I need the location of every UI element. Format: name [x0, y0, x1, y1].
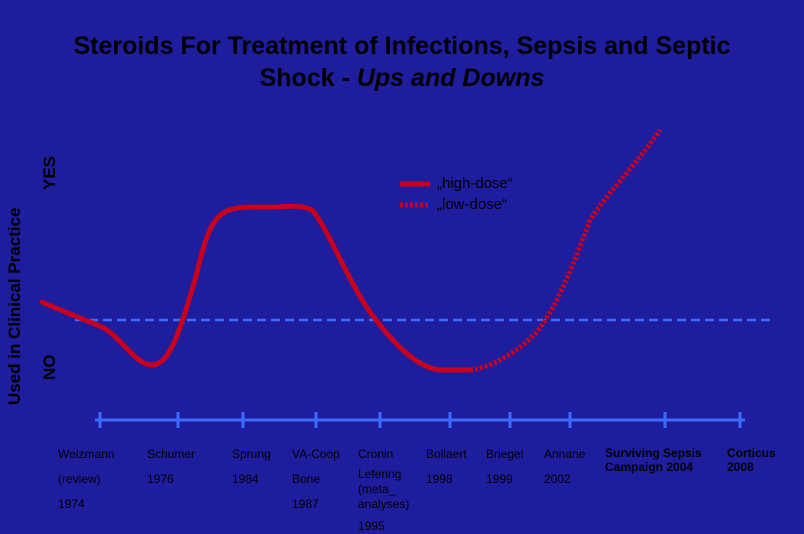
study-label-line: 1998 [426, 472, 453, 486]
study-label-line: VA-Coop [292, 447, 340, 461]
study-label-line: Lefering [358, 467, 402, 481]
study-label-line: 1995 [358, 519, 385, 533]
title-line-2-italic: Ups and Downs [356, 64, 545, 92]
study-label-line: Surviving Sepsis [605, 446, 702, 460]
study-label-line: (review) [58, 472, 101, 486]
legend-low-dose-label: „low-dose“ [437, 196, 508, 213]
study-label-line: Bollaert [426, 447, 467, 461]
study-label-line: 2002 [544, 472, 571, 486]
study-label-line: (meta_ [358, 482, 396, 496]
study-label-line: analyses) [358, 497, 410, 511]
low-dose-curve [469, 128, 663, 373]
study-label-line: Cronin [358, 447, 394, 461]
title-line-2: Shock - Ups and Downs [0, 62, 804, 94]
slide-title: Steroids For Treatment of Infections, Se… [0, 30, 804, 94]
study-label-line: 1976 [147, 472, 174, 486]
study-label-line: 2008 [727, 460, 754, 474]
study-label-line: 1987 [292, 497, 319, 511]
study-label-line: Annane [544, 447, 586, 461]
title-line-2-plain: Shock - [259, 64, 357, 92]
study-label-line: 1999 [486, 472, 513, 486]
study-label-line: 1974 [58, 497, 85, 511]
study-label-line: 1984 [232, 472, 259, 486]
study-label-line: Briegel [486, 447, 524, 461]
legend-high-dose-label: „high-dose“ [437, 175, 513, 192]
study-label-line: Bone [292, 472, 321, 486]
study-label-line: Schumer [147, 447, 196, 461]
study-label-line: Sprung [232, 447, 271, 461]
study-label-line: Campaign 2004 [605, 460, 694, 474]
high-dose-curve [39, 203, 473, 373]
title-line-1: Steroids For Treatment of Infections, Se… [73, 32, 731, 60]
study-label-line: Corticus [727, 446, 776, 460]
timeline-ticks [98, 412, 742, 428]
study-label-line: Weizmann [58, 447, 115, 461]
